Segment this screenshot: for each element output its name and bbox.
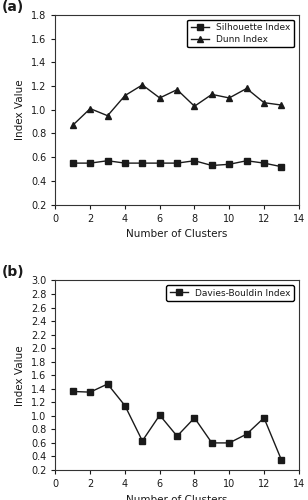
Y-axis label: Index Value: Index Value xyxy=(15,345,25,406)
Line: Dunn Index: Dunn Index xyxy=(70,82,284,128)
Silhouette Index xyxy=(123,160,127,166)
Line: Davies-Bouldin Index: Davies-Bouldin Index xyxy=(70,381,284,462)
Legend: Silhouette Index, Dunn Index: Silhouette Index, Dunn Index xyxy=(187,20,294,48)
Davies-Bouldin Index xyxy=(158,412,162,418)
Dunn Index xyxy=(210,92,214,98)
Davies-Bouldin Index xyxy=(71,388,75,394)
Y-axis label: Index Value: Index Value xyxy=(15,80,26,140)
Davies-Bouldin Index xyxy=(280,457,283,463)
Silhouette Index xyxy=(210,162,214,168)
Legend: Davies-Bouldin Index: Davies-Bouldin Index xyxy=(166,285,294,301)
Davies-Bouldin Index xyxy=(227,440,231,446)
Davies-Bouldin Index xyxy=(210,440,214,446)
Silhouette Index xyxy=(262,160,266,166)
Silhouette Index xyxy=(106,158,109,164)
Davies-Bouldin Index xyxy=(175,433,179,439)
Silhouette Index xyxy=(158,160,162,166)
Davies-Bouldin Index xyxy=(245,431,249,437)
Dunn Index xyxy=(175,86,179,92)
Davies-Bouldin Index xyxy=(123,402,127,408)
Davies-Bouldin Index xyxy=(262,415,266,421)
Dunn Index xyxy=(262,100,266,105)
Davies-Bouldin Index xyxy=(88,389,92,395)
Dunn Index xyxy=(227,95,231,101)
Text: (b): (b) xyxy=(2,265,25,279)
Davies-Bouldin Index xyxy=(106,381,109,387)
Dunn Index xyxy=(192,103,196,109)
X-axis label: Number of Clusters: Number of Clusters xyxy=(126,229,228,239)
Dunn Index xyxy=(245,86,249,91)
Silhouette Index xyxy=(280,164,283,170)
Dunn Index xyxy=(71,122,75,128)
Dunn Index xyxy=(158,95,162,101)
Silhouette Index xyxy=(245,158,249,164)
Dunn Index xyxy=(140,82,144,88)
Dunn Index xyxy=(280,102,283,108)
Silhouette Index xyxy=(140,160,144,166)
Text: (a): (a) xyxy=(2,0,24,14)
X-axis label: Number of Clusters: Number of Clusters xyxy=(126,494,228,500)
Silhouette Index xyxy=(227,162,231,168)
Dunn Index xyxy=(123,92,127,98)
Dunn Index xyxy=(88,106,92,112)
Dunn Index xyxy=(106,112,109,118)
Silhouette Index xyxy=(175,160,179,166)
Silhouette Index xyxy=(71,160,75,166)
Silhouette Index xyxy=(88,160,92,166)
Silhouette Index xyxy=(192,158,196,164)
Davies-Bouldin Index xyxy=(192,415,196,421)
Line: Silhouette Index: Silhouette Index xyxy=(70,158,284,170)
Davies-Bouldin Index xyxy=(140,438,144,444)
